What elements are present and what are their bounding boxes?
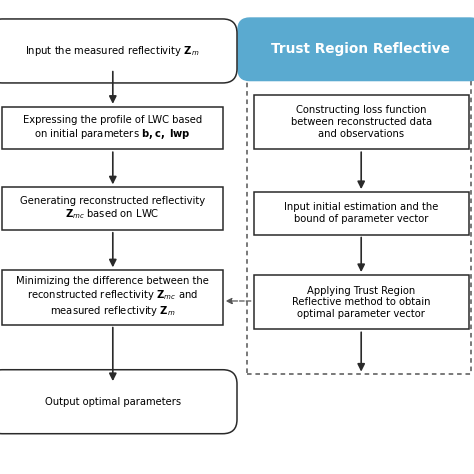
FancyBboxPatch shape [254, 192, 469, 235]
Text: Output optimal parameters: Output optimal parameters [45, 397, 181, 407]
FancyBboxPatch shape [238, 18, 474, 81]
Text: Input initial estimation and the
bound of parameter vector: Input initial estimation and the bound o… [284, 202, 438, 224]
Text: Trust Region Reflective: Trust Region Reflective [271, 42, 449, 56]
Text: Expressing the profile of LWC based
on initial parameters $\mathbf{b,c,}$ $\math: Expressing the profile of LWC based on i… [23, 115, 202, 141]
Text: Minimizing the difference between the
reconstructed reflectivity $\mathbf{Z}_{mc: Minimizing the difference between the re… [16, 276, 209, 319]
Text: Generating reconstructed reflectivity
$\mathbf{Z}_{mc}$ based on LWC: Generating reconstructed reflectivity $\… [20, 196, 205, 221]
FancyBboxPatch shape [2, 107, 223, 149]
Text: Applying Trust Region
Reflective method to obtain
optimal parameter vector: Applying Trust Region Reflective method … [292, 285, 431, 319]
FancyBboxPatch shape [0, 370, 237, 434]
FancyBboxPatch shape [254, 95, 469, 149]
FancyBboxPatch shape [254, 275, 469, 329]
Text: Constructing loss function
between reconstructed data
and observations: Constructing loss function between recon… [291, 105, 432, 139]
Text: Input the measured reflectivity $\mathbf{Z}_{m}$: Input the measured reflectivity $\mathbf… [26, 44, 200, 58]
FancyBboxPatch shape [0, 19, 237, 83]
FancyBboxPatch shape [2, 270, 223, 325]
FancyBboxPatch shape [2, 187, 223, 230]
